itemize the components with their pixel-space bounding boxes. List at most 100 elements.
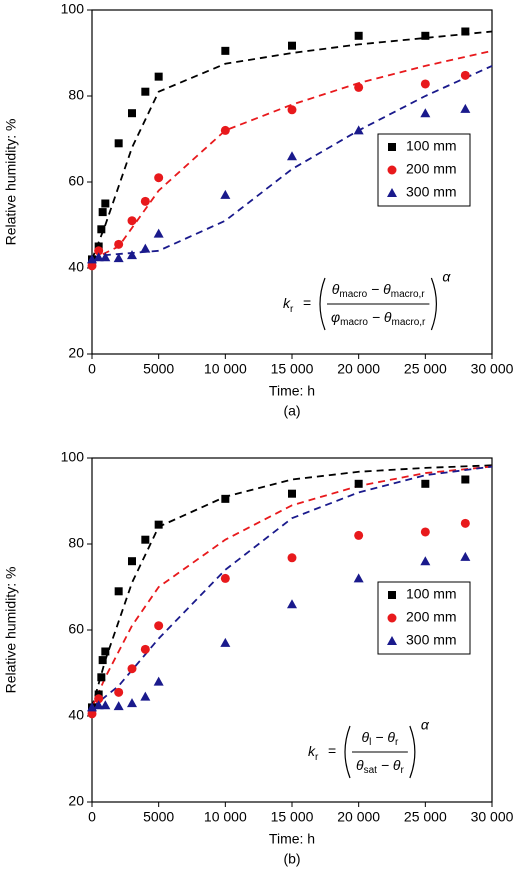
data-point	[87, 709, 97, 719]
formula-term: θ	[362, 729, 370, 745]
data-point	[101, 199, 110, 208]
fit-line	[91, 465, 493, 709]
data-point	[114, 687, 124, 697]
formula-lhs: kr	[283, 295, 294, 315]
x-tick-label: 10 000	[204, 809, 247, 825]
legend-marker	[388, 591, 396, 599]
data-point	[220, 189, 231, 199]
fit-line	[91, 49, 493, 261]
data-point	[153, 228, 164, 238]
data-point	[127, 250, 137, 260]
formula-sub: sat	[364, 765, 378, 776]
formula-eq: =	[303, 295, 311, 311]
formula-term: − θ	[367, 281, 391, 297]
formula-sub: r	[401, 765, 405, 776]
x-tick-label: 5000	[143, 361, 174, 377]
x-tick-label: 0	[88, 809, 96, 825]
x-tick-label: 20 000	[337, 809, 380, 825]
formula-den: θsat − θr	[356, 757, 405, 776]
data-point	[221, 46, 230, 55]
data-point	[420, 79, 430, 89]
data-point	[114, 239, 124, 249]
legend-label: 100 mm	[406, 586, 457, 602]
data-point	[154, 72, 163, 81]
data-point	[288, 41, 296, 50]
legend-marker	[387, 613, 397, 623]
data-point	[140, 243, 151, 253]
legend-marker	[388, 143, 396, 151]
data-point	[154, 173, 164, 183]
data-point	[461, 475, 470, 484]
data-point	[460, 551, 471, 561]
y-tick-label: 100	[61, 1, 85, 17]
y-axis-label: Relative humidity: %	[3, 119, 19, 246]
data-point	[421, 479, 430, 488]
data-point	[127, 216, 137, 226]
data-point	[420, 527, 430, 537]
data-point	[287, 151, 297, 161]
formula-term: − θ	[371, 729, 395, 745]
data-point	[220, 573, 230, 583]
x-tick-label: 15 000	[271, 809, 314, 825]
data-point	[220, 637, 231, 647]
x-tick-label: 25 000	[404, 809, 447, 825]
data-point	[220, 125, 230, 135]
data-point	[353, 125, 364, 135]
data-point	[93, 700, 104, 710]
x-tick-label: 0	[88, 361, 96, 377]
legend-label: 200 mm	[406, 609, 457, 625]
paren-left	[344, 725, 351, 779]
fit-line	[91, 30, 493, 260]
y-tick-label: 100	[61, 449, 85, 465]
data-point	[154, 621, 164, 631]
formula-lhs-sub: r	[290, 304, 294, 315]
data-point	[141, 535, 150, 544]
formula-lhs-k: k	[308, 743, 316, 759]
data-point	[354, 82, 364, 92]
panel-label: (a)	[283, 403, 300, 419]
paren-left	[319, 277, 326, 331]
formula-term: θ	[332, 281, 340, 297]
data-point	[354, 530, 364, 540]
data-point	[354, 479, 363, 488]
formula-term: φ	[331, 309, 340, 325]
data-point	[114, 139, 123, 148]
formula-lhs-k: k	[283, 295, 291, 311]
formula-sub: l	[369, 737, 371, 748]
data-point	[287, 599, 297, 609]
data-point	[113, 253, 124, 263]
data-point	[287, 105, 297, 115]
data-point	[461, 27, 470, 36]
data-point	[353, 573, 364, 583]
data-point	[87, 261, 97, 271]
formula-sub: macro,r	[391, 289, 426, 300]
formula-term: − θ	[377, 757, 401, 773]
data-point	[460, 70, 470, 80]
formula-sub: macro,r	[392, 317, 427, 328]
legend-marker	[387, 165, 397, 175]
x-tick-label: 30 000	[471, 809, 514, 825]
data-point	[354, 31, 363, 40]
data-point	[153, 676, 164, 686]
y-axis-label: Relative humidity: %	[3, 567, 19, 694]
formula-sub: r	[395, 737, 399, 748]
y-tick-label: 40	[68, 707, 84, 723]
data-point	[114, 587, 123, 596]
y-tick-label: 20	[68, 793, 84, 809]
paren-right	[409, 725, 416, 779]
fit-line	[91, 465, 493, 708]
data-point	[94, 246, 104, 256]
y-tick-label: 80	[68, 535, 84, 551]
data-point	[100, 252, 111, 262]
data-point	[100, 700, 111, 710]
y-tick-label: 60	[68, 621, 84, 637]
formula-sub: macro	[340, 317, 368, 328]
data-point	[98, 208, 107, 217]
data-point	[420, 108, 431, 118]
legend-marker	[387, 636, 397, 645]
data-point	[128, 557, 136, 566]
data-point	[97, 225, 106, 234]
formula-term: θ	[356, 757, 364, 773]
data-point	[113, 701, 124, 711]
data-point	[127, 664, 137, 674]
